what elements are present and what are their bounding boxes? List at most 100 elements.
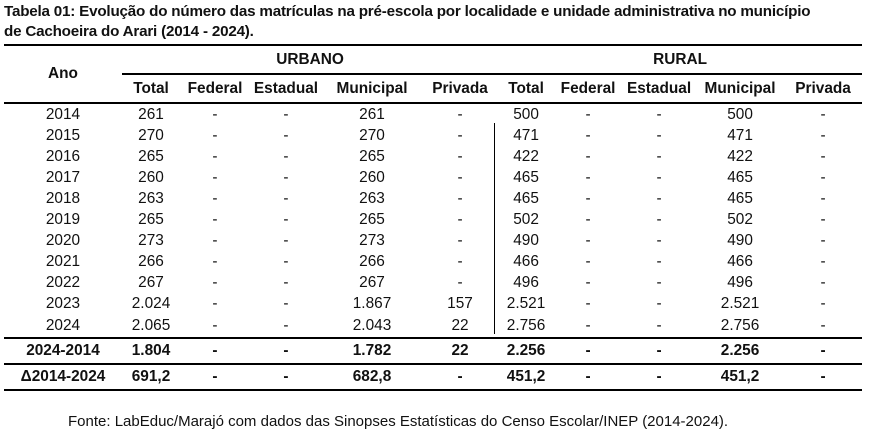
value-cell: -	[283, 211, 289, 228]
value-cell: 422	[513, 148, 539, 165]
col-header: Estadual	[250, 74, 322, 104]
value-cell: -	[250, 314, 322, 339]
value-cell: 496	[727, 274, 753, 291]
value-cell: -	[656, 211, 662, 228]
value-cell: 273	[359, 232, 385, 249]
col-header: Privada	[784, 74, 863, 104]
source-note: Fonte: LabEduc/Marajó com dados das Sino…	[68, 413, 729, 430]
value-cell: -	[283, 295, 289, 312]
value-cell: 422	[727, 148, 753, 165]
value-cell: -	[457, 169, 463, 186]
col-header: Privada	[422, 74, 499, 104]
value-cell: -	[820, 190, 826, 207]
value-cell: -	[820, 232, 826, 249]
value-cell: 265	[359, 211, 385, 228]
col-header: Federal	[554, 74, 623, 104]
value-cell: 265	[359, 148, 385, 165]
value-cell: -	[656, 148, 662, 165]
value-cell: 267	[138, 274, 164, 291]
value-cell: -	[212, 169, 218, 186]
year-cell: 2023	[45, 295, 81, 312]
value-cell: 502	[727, 211, 753, 228]
table-row: 2024 2.065- -2.043 22 2.756- -2.756-	[4, 314, 863, 339]
table-row: 2017 260 - - 260 - 465 - - 465 -	[4, 167, 862, 188]
table-row: 2023 2.024 - - 1.867 157 2.521 - - 2.521 -	[4, 293, 862, 314]
value-cell: 465	[727, 169, 753, 186]
value-cell: -	[457, 190, 463, 207]
value-cell: 266	[138, 253, 164, 270]
year-cell: 2024	[4, 314, 122, 339]
year-cell: 2018	[45, 190, 81, 207]
table-body: 2014 261- -261-500- -500-2015 270- -270-471- -…	[4, 103, 863, 391]
header-urbano: URBANO	[122, 44, 499, 75]
value-cell: -	[585, 274, 591, 291]
value-cell: -	[820, 148, 826, 165]
value-cell: -	[212, 211, 218, 228]
table-caption: Tabela 01: Evolução do número das matríc…	[4, 2, 872, 42]
value-cell: 490	[727, 232, 753, 249]
value-cell: 261	[138, 106, 164, 123]
column-divider	[494, 123, 495, 334]
value-cell: -	[283, 274, 289, 291]
year-cell: 2019	[45, 211, 81, 228]
enrollment-table: Ano URBANO RURAL Total Federal Estadual …	[4, 44, 863, 391]
value-cell: -	[283, 106, 289, 123]
col-header: Total	[122, 74, 180, 104]
value-cell: -	[820, 106, 826, 123]
summary-value-cell: 1.782	[322, 337, 422, 364]
value-cell: 500	[727, 106, 753, 123]
value-cell: 500	[513, 106, 539, 123]
value-cell: -	[820, 274, 826, 291]
summary-label-cell: 2024-2014	[4, 337, 122, 364]
header-row-groups: Ano URBANO RURAL	[4, 44, 863, 104]
value-cell: 260	[359, 169, 385, 186]
value-cell: -	[212, 295, 218, 312]
value-cell: -	[283, 232, 289, 249]
value-cell: -	[457, 274, 463, 291]
value-cell: 157	[447, 295, 473, 312]
value-cell: -	[585, 295, 591, 312]
value-cell: 2.521	[720, 295, 760, 312]
year-cell: 2014	[45, 106, 81, 123]
value-cell: -	[656, 274, 662, 291]
summary-value-cell: -	[250, 363, 322, 391]
value-cell: -	[585, 148, 591, 165]
value-cell: 471	[727, 127, 753, 144]
summary-label-cell: Δ2014-2024	[4, 363, 122, 391]
summary-value-cell: -	[622, 363, 697, 391]
value-cell: -	[457, 232, 463, 249]
header-row-columns: Total Federal Estadual Municipal Privada…	[4, 74, 863, 104]
summary-value-cell: -	[554, 363, 623, 391]
value-cell: 265	[138, 211, 164, 228]
value-cell: -	[820, 295, 826, 312]
summary-value-cell: 2.256	[498, 337, 555, 364]
value-cell: -	[656, 253, 662, 270]
value-cell: 502	[513, 211, 539, 228]
value-cell: -	[656, 127, 662, 144]
summary-value-cell: -	[422, 363, 499, 391]
value-cell: 273	[138, 232, 164, 249]
year-cell: 2020	[45, 232, 81, 249]
value-cell: 466	[513, 253, 539, 270]
value-cell: -	[212, 127, 218, 144]
value-cell: 266	[359, 253, 385, 270]
table-row: 2019 265 - - 265 - 502 - - 502 -	[4, 209, 862, 230]
value-cell: -	[212, 274, 218, 291]
value-cell: -	[585, 253, 591, 270]
year-cell: 2016	[45, 148, 81, 165]
value-cell: 2.521	[506, 295, 546, 312]
value-cell: -	[457, 106, 463, 123]
value-cell: -	[585, 127, 591, 144]
value-cell: 2.756	[696, 314, 785, 339]
caption-line-2: de Cachoeira do Arari (2014 - 2024).	[4, 23, 254, 40]
value-cell: -	[457, 148, 463, 165]
year-cell: 2021	[45, 253, 81, 270]
value-cell: 1.867	[352, 295, 392, 312]
table-row: 2022 267 - - 267 - 496 - - 496 -	[4, 272, 862, 293]
value-cell: -	[820, 127, 826, 144]
year-cell: 2022	[45, 274, 81, 291]
summary-value-cell: -	[622, 337, 697, 364]
value-cell: -	[283, 127, 289, 144]
value-cell: -	[212, 232, 218, 249]
